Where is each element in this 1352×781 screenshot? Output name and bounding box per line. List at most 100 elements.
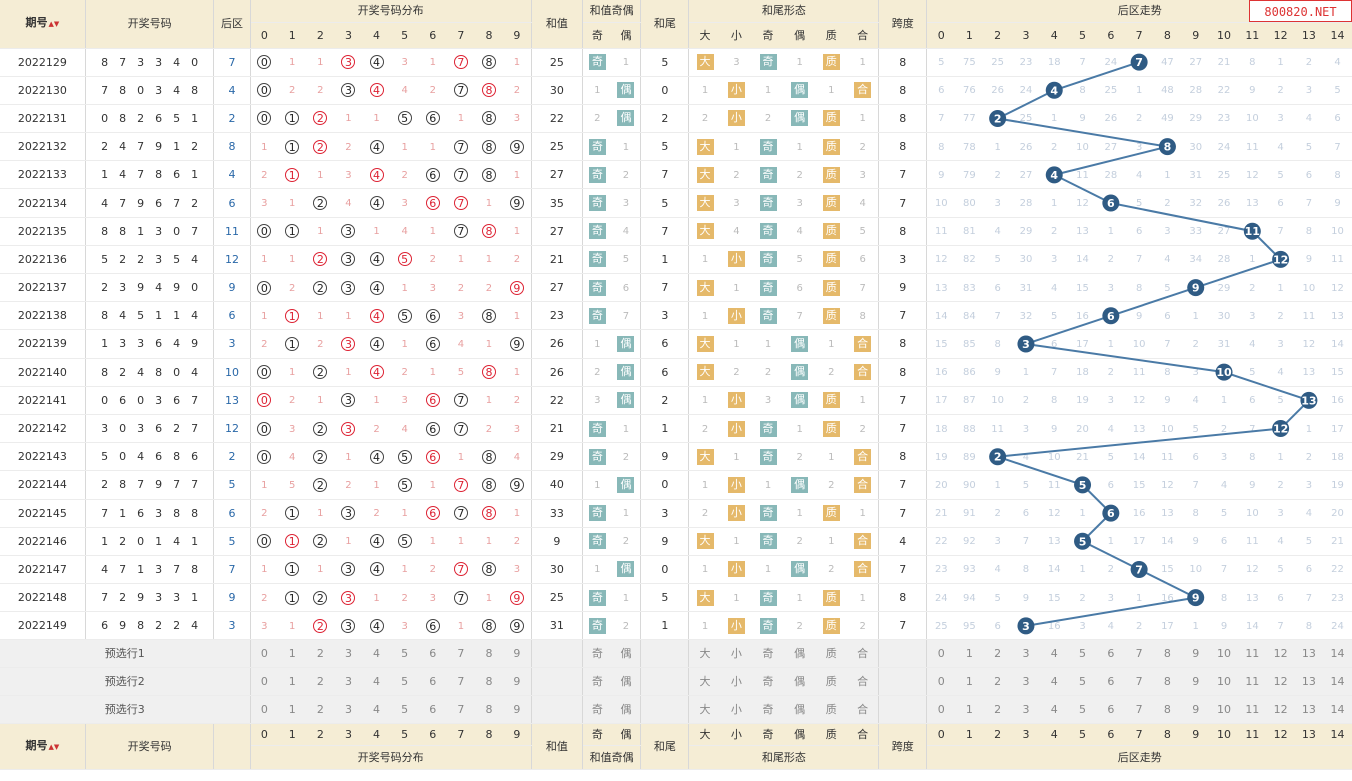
preselect-trend-digit[interactable]: 14 <box>1323 695 1352 725</box>
preselect-trend-digit[interactable]: 12 <box>1266 667 1295 697</box>
preselect-dist-digit[interactable]: 5 <box>390 695 419 725</box>
preselect-dist-digit[interactable]: 4 <box>362 639 391 669</box>
preselect-trend-digit[interactable]: 7 <box>1124 667 1154 697</box>
preselect-trend-digit[interactable]: 2 <box>983 639 1012 669</box>
preselect-odd[interactable]: 奇 <box>582 639 612 669</box>
preselect-shape[interactable]: 质 <box>815 639 848 669</box>
preselect-even[interactable]: 偶 <box>611 667 642 697</box>
preselect-trend-digit[interactable]: 6 <box>1096 639 1125 669</box>
preselect-dist-digit[interactable]: 7 <box>446 639 475 669</box>
preselect-trend-digit[interactable]: 6 <box>1096 695 1125 725</box>
preselect-shape[interactable]: 大 <box>688 667 721 697</box>
preselect-dist-digit[interactable]: 6 <box>418 667 447 697</box>
preselect-dist-digit[interactable]: 5 <box>390 639 419 669</box>
preselect-trend-digit[interactable]: 4 <box>1040 639 1069 669</box>
preselect-trend-digit[interactable]: 11 <box>1238 695 1267 725</box>
preselect-dist-digit[interactable]: 9 <box>503 639 532 669</box>
preselect-trend-digit[interactable]: 9 <box>1181 695 1210 725</box>
period-footer[interactable]: 期号▲▼ <box>0 723 86 771</box>
preselect-trend-digit[interactable]: 0 <box>926 667 956 697</box>
preselect-dist-digit[interactable]: 8 <box>474 667 504 697</box>
preselect-trend-digit[interactable]: 5 <box>1068 667 1097 697</box>
preselect-trend-digit[interactable]: 6 <box>1096 667 1125 697</box>
preselect-trend-digit[interactable]: 8 <box>1153 695 1182 725</box>
preselect-shape[interactable]: 合 <box>847 667 880 697</box>
preselect-trend-digit[interactable]: 3 <box>1011 639 1041 669</box>
preselect-dist-digit[interactable]: 5 <box>390 667 419 697</box>
preselect-trend-digit[interactable]: 1 <box>955 639 984 669</box>
preselect-even[interactable]: 偶 <box>611 639 642 669</box>
preselect-shape[interactable]: 合 <box>847 695 880 725</box>
preselect-shape[interactable]: 偶 <box>783 695 816 725</box>
preselect-dist-digit[interactable]: 2 <box>306 695 335 725</box>
preselect-dist-digit[interactable]: 0 <box>250 667 279 697</box>
preselect-dist-digit[interactable]: 2 <box>306 667 335 697</box>
preselect-trend-digit[interactable]: 1 <box>955 695 984 725</box>
preselect-shape[interactable]: 大 <box>688 639 721 669</box>
preselect-trend-digit[interactable]: 13 <box>1294 667 1324 697</box>
preselect-trend-digit[interactable]: 7 <box>1124 695 1154 725</box>
preselect-trend-digit[interactable]: 5 <box>1068 695 1097 725</box>
preselect-dist-digit[interactable]: 3 <box>334 667 363 697</box>
sort-icon[interactable]: ▲▼ <box>48 20 60 29</box>
preselect-trend-digit[interactable]: 3 <box>1011 667 1041 697</box>
preselect-trend-digit[interactable]: 10 <box>1209 695 1239 725</box>
preselect-trend-digit[interactable]: 12 <box>1266 695 1295 725</box>
preselect-trend-digit[interactable]: 1 <box>955 667 984 697</box>
preselect-dist-digit[interactable]: 3 <box>334 695 363 725</box>
preselect-shape[interactable]: 小 <box>720 695 753 725</box>
preselect-dist-digit[interactable]: 7 <box>446 667 475 697</box>
preselect-dist-digit[interactable]: 0 <box>250 695 279 725</box>
preselect-shape[interactable]: 偶 <box>783 639 816 669</box>
preselect-trend-digit[interactable]: 8 <box>1153 667 1182 697</box>
site-watermark[interactable]: 800820.NET <box>1249 0 1352 22</box>
preselect-even[interactable]: 偶 <box>611 695 642 725</box>
preselect-trend-digit[interactable]: 2 <box>983 695 1012 725</box>
preselect-shape[interactable]: 质 <box>815 695 848 725</box>
sort-icon[interactable]: ▲▼ <box>48 743 60 752</box>
preselect-dist-digit[interactable]: 3 <box>334 639 363 669</box>
preselect-shape[interactable]: 偶 <box>783 667 816 697</box>
preselect-trend-digit[interactable]: 5 <box>1068 639 1097 669</box>
preselect-shape[interactable]: 小 <box>720 639 753 669</box>
preselect-trend-digit[interactable]: 2 <box>983 667 1012 697</box>
preselect-trend-digit[interactable]: 4 <box>1040 695 1069 725</box>
preselect-trend-digit[interactable]: 7 <box>1124 639 1154 669</box>
preselect-trend-digit[interactable]: 14 <box>1323 667 1352 697</box>
preselect-dist-digit[interactable]: 1 <box>278 667 307 697</box>
preselect-shape[interactable]: 质 <box>815 667 848 697</box>
preselect-shape[interactable]: 奇 <box>752 639 784 669</box>
preselect-trend-digit[interactable]: 4 <box>1040 667 1069 697</box>
preselect-odd[interactable]: 奇 <box>582 667 612 697</box>
preselect-trend-digit[interactable]: 14 <box>1323 639 1352 669</box>
preselect-dist-digit[interactable]: 6 <box>418 695 447 725</box>
preselect-dist-digit[interactable]: 7 <box>446 695 475 725</box>
preselect-odd[interactable]: 奇 <box>582 695 612 725</box>
preselect-trend-digit[interactable]: 13 <box>1294 695 1324 725</box>
preselect-dist-digit[interactable]: 4 <box>362 667 391 697</box>
preselect-trend-digit[interactable]: 12 <box>1266 639 1295 669</box>
preselect-trend-digit[interactable]: 13 <box>1294 639 1324 669</box>
preselect-trend-digit[interactable]: 10 <box>1209 667 1239 697</box>
preselect-trend-digit[interactable]: 8 <box>1153 639 1182 669</box>
period-header[interactable]: 期号▲▼ <box>0 0 86 49</box>
preselect-trend-digit[interactable]: 3 <box>1011 695 1041 725</box>
preselect-dist-digit[interactable]: 0 <box>250 639 279 669</box>
preselect-shape[interactable]: 奇 <box>752 695 784 725</box>
preselect-trend-digit[interactable]: 10 <box>1209 639 1239 669</box>
preselect-trend-digit[interactable]: 9 <box>1181 639 1210 669</box>
preselect-dist-digit[interactable]: 2 <box>306 639 335 669</box>
preselect-dist-digit[interactable]: 9 <box>503 695 532 725</box>
preselect-dist-digit[interactable]: 8 <box>474 695 504 725</box>
preselect-trend-digit[interactable]: 0 <box>926 695 956 725</box>
preselect-dist-digit[interactable]: 8 <box>474 639 504 669</box>
preselect-dist-digit[interactable]: 9 <box>503 667 532 697</box>
preselect-dist-digit[interactable]: 6 <box>418 639 447 669</box>
preselect-trend-digit[interactable]: 11 <box>1238 667 1267 697</box>
preselect-shape[interactable]: 奇 <box>752 667 784 697</box>
preselect-shape[interactable]: 小 <box>720 667 753 697</box>
preselect-shape[interactable]: 合 <box>847 639 880 669</box>
preselect-trend-digit[interactable]: 11 <box>1238 639 1267 669</box>
preselect-dist-digit[interactable]: 1 <box>278 639 307 669</box>
preselect-trend-digit[interactable]: 9 <box>1181 667 1210 697</box>
